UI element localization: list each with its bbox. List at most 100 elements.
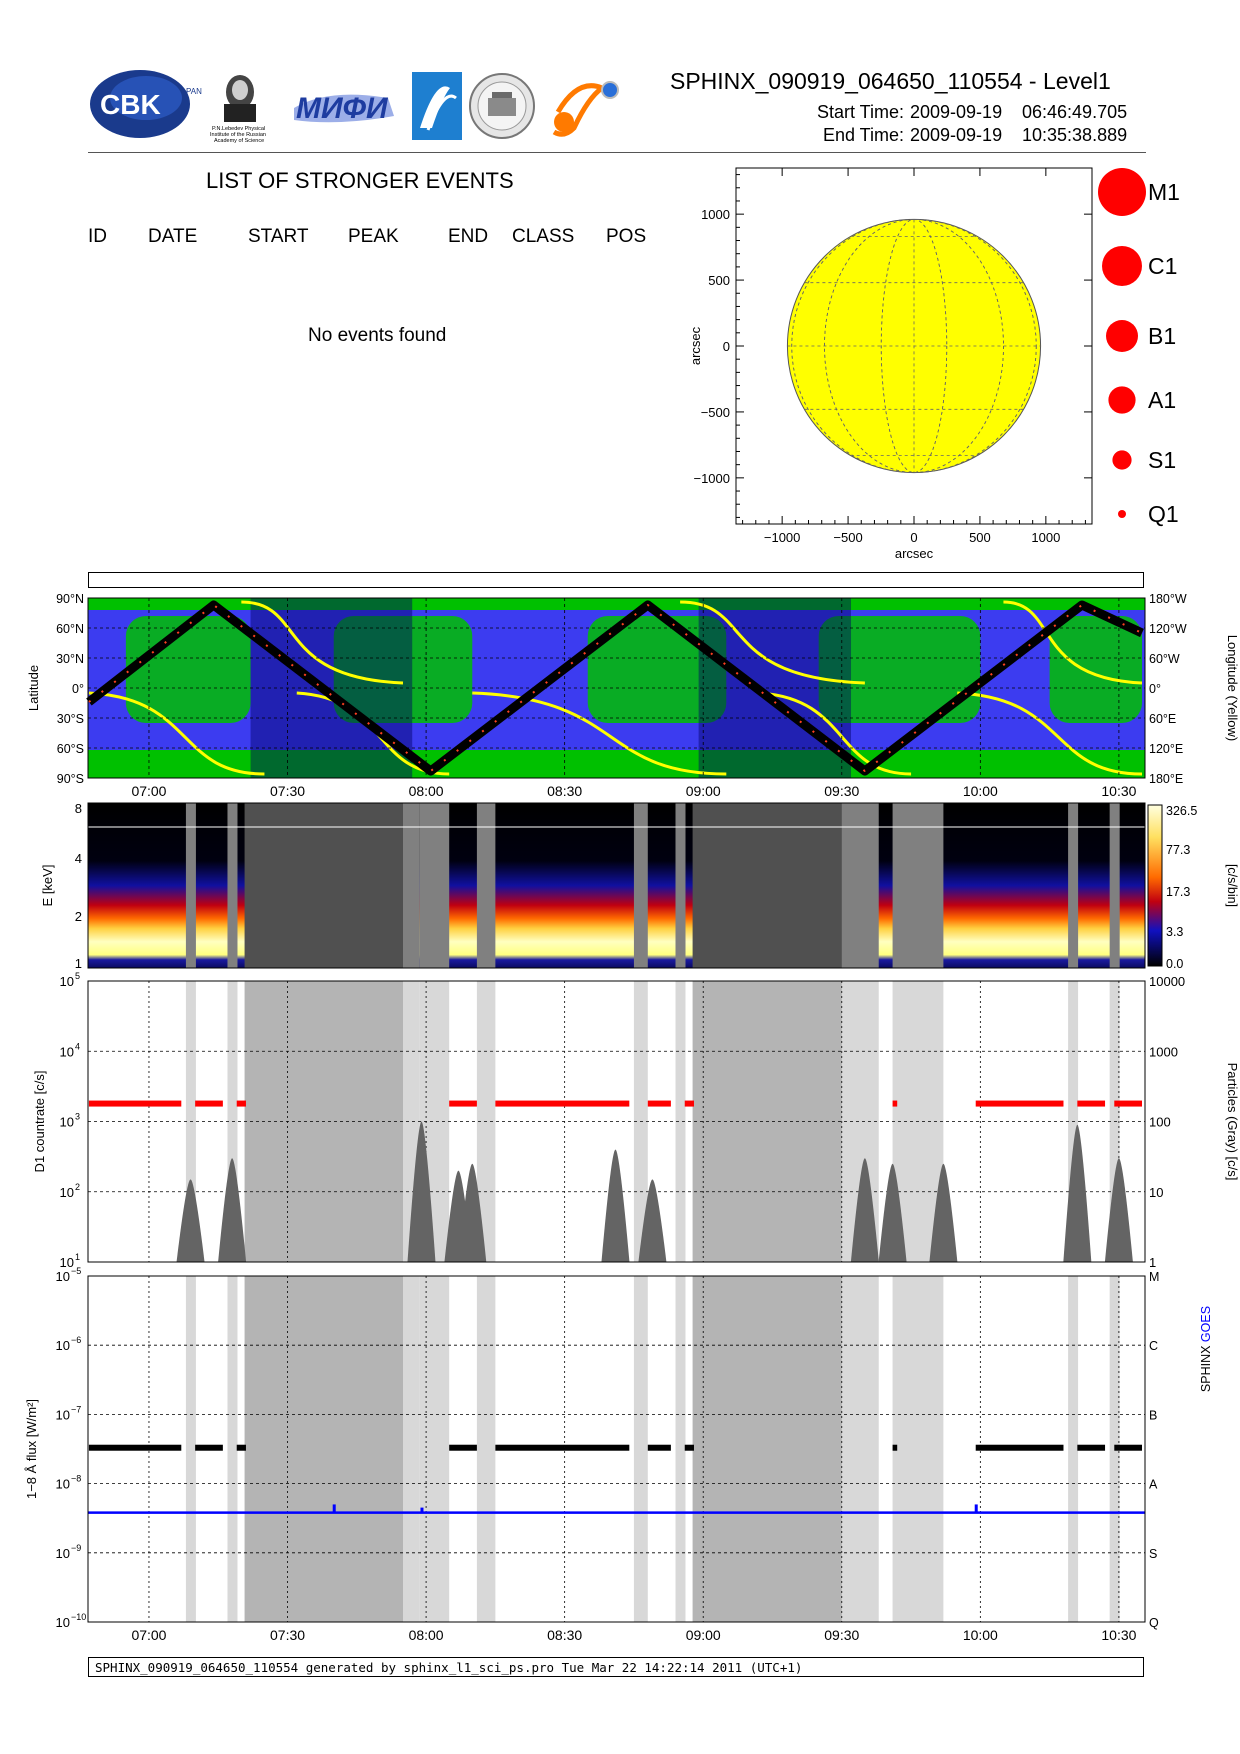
lat-tick-label: 60°S: [57, 742, 84, 756]
sphinx-flux-segment: [195, 1444, 223, 1451]
end-time: 10:35:38.889: [1022, 125, 1128, 145]
particle-peak: [878, 1163, 907, 1262]
flux-tick-exp: −8: [71, 1474, 81, 1484]
legend-label-m1: M1: [1148, 179, 1180, 205]
start-time: 06:46:49.705: [1022, 102, 1128, 122]
sphinx-flux-segment: [684, 1444, 694, 1451]
flux-gap: [185, 1276, 196, 1622]
lebedev-logo: P.N.Lebedev Physical Institute of the Ru…: [210, 75, 266, 144]
arctic-land: [88, 598, 1145, 610]
flux-tick-base: 10: [56, 1477, 70, 1492]
lon-tick-label: 0°: [1149, 682, 1161, 696]
mifi-logo: МИФИ: [294, 92, 394, 125]
empty-status-bar: [88, 572, 1144, 588]
lebedev-text-2: Institute of the Russian: [210, 132, 266, 138]
lon-tick-label: 60°W: [1149, 652, 1180, 666]
particle-y-label: Particles (Gray) [c/s]: [1225, 1063, 1240, 1181]
countrate-segment: [1077, 1100, 1106, 1107]
colorbar: [1147, 804, 1163, 967]
heliographic-grid: [787, 219, 1041, 473]
flux-class-label: C: [1149, 1339, 1158, 1353]
spectrum-gap: [1109, 803, 1120, 968]
y-tick-label: −500: [701, 405, 730, 420]
y-tick-label: −1000: [693, 471, 730, 486]
legend-label-c1: C1: [1148, 253, 1177, 279]
spectrum-gap: [892, 803, 944, 968]
countrate-tick-exp: 5: [75, 971, 80, 981]
longitude-segment: [680, 600, 865, 685]
spectrum-gap: [476, 803, 496, 968]
map-y2-label: Longitude (Yellow): [1225, 635, 1240, 741]
flux-time-label: 08:00: [409, 1627, 444, 1643]
start-date: 2009-09-19: [910, 102, 1003, 122]
countrate-tick-exp: 1: [75, 1252, 80, 1262]
colorbar-tick-label: 0.0: [1166, 957, 1183, 971]
countrate-segment: [236, 1100, 246, 1107]
column-date: DATE: [148, 226, 198, 247]
countrate-tick-exp: 4: [75, 1041, 80, 1051]
particle-tick-label: 1000: [1149, 1044, 1178, 1059]
spectrum-eclipse: [692, 803, 856, 968]
lat-tick-label: 30°N: [56, 652, 84, 666]
map-time-label: 08:30: [547, 783, 582, 799]
sphinx-flux-segment: [495, 1444, 630, 1451]
sphinx-flux-segment: [88, 1444, 182, 1451]
map-time-label: 09:00: [686, 783, 721, 799]
sphinx-flux-segment: [975, 1444, 1064, 1451]
agency-logo: [412, 72, 462, 140]
countrate-tick-base: 10: [60, 1044, 74, 1059]
x-tick-label: 500: [969, 530, 991, 545]
countrate-gap: [675, 981, 686, 1262]
flux-time-label: 09:30: [824, 1627, 859, 1643]
countrate-tick-base: 10: [60, 1185, 74, 1200]
particle-peak: [1104, 1158, 1133, 1262]
continent-block: [125, 616, 251, 723]
mission-logo: [552, 81, 619, 137]
x-tick-label: −500: [833, 530, 862, 545]
mifi-text: МИФИ: [296, 92, 389, 125]
flux-gap: [633, 1276, 648, 1622]
flux-time-label: 09:00: [686, 1627, 721, 1643]
sphinx-flux-segment: [647, 1444, 671, 1451]
particle-peak: [407, 1121, 436, 1262]
legend-symbol-c1: [1102, 246, 1142, 286]
spectrum-gap: [841, 803, 879, 968]
longitude-line: [791, 219, 1037, 473]
sphinx-flux-segment: [1077, 1444, 1106, 1451]
flare-class-legend: M1 C1 B1 A1 S1 Q1: [1098, 168, 1180, 527]
lat-tick-label: 90°S: [57, 772, 84, 786]
goes-spike: [974, 1504, 978, 1513]
logo-strip: CBK PAN P.N.Lebedev Physical Institute o…: [88, 68, 648, 148]
solar-disk-chart: −1000 −500 0 500 1000 1000 500 0 −500 −1000 arcsec…: [688, 167, 1093, 560]
flux-time-label: 10:00: [963, 1627, 998, 1643]
flux-frame: [87, 1275, 1146, 1623]
energy-tick-label: 2: [75, 909, 82, 924]
particle-peak: [601, 1149, 630, 1262]
flux-tick-exp: −10: [71, 1612, 86, 1622]
map-time-label: 07:00: [131, 783, 166, 799]
flux-gap: [841, 1276, 879, 1622]
lon-tick-label: 120°W: [1149, 622, 1187, 636]
particle-tick-label: 10000: [1149, 974, 1185, 989]
lat-tick-label: 60°N: [56, 622, 84, 636]
flux-y-label: 1−8 Å flux [W/m²]: [24, 1399, 39, 1499]
flux-y2-label: SPHINX GOES: [1199, 1306, 1213, 1392]
map-time-label: 07:30: [270, 783, 305, 799]
spectrum-gap: [419, 803, 450, 968]
lon-tick-label: 180°W: [1149, 592, 1187, 606]
column-end: END: [448, 226, 489, 247]
flux-gap: [402, 1276, 420, 1622]
countrate-segment: [647, 1100, 671, 1107]
column-class: CLASS: [512, 226, 575, 247]
legend-symbol-a1: [1108, 386, 1136, 414]
cbk-text: CBK: [100, 89, 161, 120]
events-title: LIST OF STRONGER EVENTS: [206, 168, 514, 193]
y-tick-label: 0: [723, 339, 730, 354]
flux-tick-exp: −5: [71, 1266, 81, 1276]
legend-symbol-b1: [1106, 320, 1138, 352]
flux-class-label: M: [1149, 1270, 1159, 1284]
longitude-segment: [758, 691, 912, 776]
cbk-logo: CBK PAN: [90, 70, 202, 138]
flux-time-label: 10:30: [1101, 1627, 1136, 1643]
countrate-tick-base: 10: [60, 1115, 74, 1130]
